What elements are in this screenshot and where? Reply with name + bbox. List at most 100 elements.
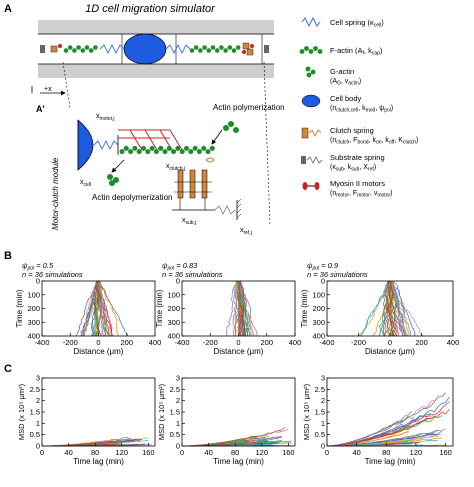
clutch-spring-icon bbox=[308, 129, 322, 138]
n-simulations-label: n = 36 simulations bbox=[22, 270, 83, 279]
g-actin-icon bbox=[305, 66, 311, 72]
f-actin-icon bbox=[308, 49, 314, 54]
x-axis-label: Time lag (min) bbox=[365, 457, 416, 466]
f-actin-bead bbox=[189, 48, 195, 53]
component-legend: Cell spring (κcell) F-actin (Af, kcap) G-a… bbox=[299, 16, 418, 199]
f-actin-bead bbox=[88, 48, 94, 53]
y-tick-label: 1 bbox=[176, 419, 180, 428]
x-tick-label: 40 bbox=[352, 448, 360, 457]
f-actin-bead bbox=[84, 45, 90, 50]
series-line bbox=[95, 280, 114, 337]
actin-polymerization-label: Actin polymerization bbox=[213, 103, 285, 112]
x-tick-label: 160 bbox=[439, 448, 452, 457]
cell-body-icon bbox=[301, 94, 321, 108]
f-actin-bead bbox=[214, 48, 220, 53]
series-line bbox=[385, 280, 391, 337]
motor-clutch-module-label: Motor-clutch module bbox=[51, 157, 60, 230]
cell-spring-icon bbox=[301, 16, 321, 28]
g-actin-icon bbox=[310, 69, 316, 75]
f-actin-bead bbox=[235, 45, 241, 50]
series-line bbox=[387, 281, 395, 337]
myosin-marker bbox=[250, 44, 254, 48]
series-line bbox=[326, 396, 450, 447]
chart-b1: -400 -200 0 200 400 0 100 200 300 400 ψpol = 0.5n … bbox=[15, 261, 161, 356]
y-tick-label: 1.5 bbox=[30, 408, 40, 417]
plot-frame bbox=[41, 377, 156, 447]
y-tick-label: 1 bbox=[321, 419, 325, 428]
series-line bbox=[237, 280, 246, 337]
series-line bbox=[98, 280, 112, 337]
series-line bbox=[391, 280, 403, 337]
f-actin-bead bbox=[219, 45, 224, 50]
f-actin-bead bbox=[206, 48, 212, 53]
x-tick-label: -400 bbox=[319, 338, 334, 347]
y-tick-label: 1.5 bbox=[315, 408, 325, 417]
legend-cell-body-params: (nclutch,cell, kmod, ψpol) bbox=[330, 105, 393, 114]
x-tick-label: 0 bbox=[40, 448, 44, 457]
cell-spring-right bbox=[165, 43, 191, 55]
x-tick-label: 120 bbox=[256, 448, 269, 457]
y-tick-label: 3 bbox=[36, 374, 40, 383]
zoom-line-right bbox=[263, 61, 271, 226]
f-actin-bead bbox=[209, 145, 215, 151]
inset-g-actin-free bbox=[107, 121, 239, 186]
y-tick-label: 0 bbox=[321, 442, 325, 451]
y-tick-label: 300 bbox=[312, 318, 325, 327]
y-tick-label: 2 bbox=[176, 396, 180, 405]
y-tick-label: 100 bbox=[167, 290, 180, 299]
x-cell-label: xcell bbox=[80, 179, 91, 188]
series-line bbox=[95, 280, 99, 337]
x-axis-label: Distance (μm) bbox=[74, 347, 124, 356]
f-actin-bead bbox=[80, 48, 86, 53]
x-tick-label: 80 bbox=[91, 448, 99, 457]
myosin-motors-icon bbox=[314, 182, 320, 190]
g-actin-icon bbox=[306, 72, 312, 78]
inset-substrate-spring bbox=[214, 205, 236, 215]
f-actin-bead bbox=[201, 145, 207, 151]
migration-channel bbox=[38, 20, 274, 78]
f-actin-bead bbox=[175, 145, 181, 151]
y-tick-label: 0.5 bbox=[30, 430, 40, 439]
x-tick-label: 400 bbox=[149, 338, 162, 347]
y-axis-label: MSD (x 10⁵ μm²) bbox=[302, 383, 311, 440]
y-tick-label: 0 bbox=[36, 442, 40, 451]
series-line bbox=[326, 430, 443, 447]
y-tick-label: 300 bbox=[167, 318, 180, 327]
series-line bbox=[382, 280, 391, 337]
f-actin-bead bbox=[141, 145, 146, 151]
f-actin-bead bbox=[223, 48, 228, 53]
legend-myosin-motors-params: (nmotor, Fmotor, vmotor) bbox=[330, 190, 392, 199]
f-actin-bead bbox=[179, 149, 185, 155]
series-line bbox=[326, 410, 413, 447]
f-actin-bead bbox=[196, 149, 202, 155]
legend-g-actin-params: (AG, vactin) bbox=[330, 78, 361, 87]
psi-label: ψpol = 0.9 bbox=[307, 261, 339, 272]
x-tick-label: -400 bbox=[174, 338, 189, 347]
f-actin-bead bbox=[128, 149, 134, 155]
y-axis-label: MSD (x 10⁵ μm²) bbox=[17, 383, 26, 440]
x-axis-label: Time lag (min) bbox=[73, 457, 124, 466]
legend-cell-spring-label: Cell spring (κcell) bbox=[330, 18, 384, 29]
panel-b-letter: B bbox=[4, 250, 12, 262]
f-actin-bead bbox=[210, 45, 216, 50]
inset-clutch-springs bbox=[172, 157, 215, 211]
y-tick-label: 2.5 bbox=[315, 385, 325, 394]
chart-b2: -400 -200 0 200 400 0 100 200 300 400 ψpol = 0.83n… bbox=[155, 261, 301, 356]
series-line bbox=[96, 280, 107, 337]
panel-c-letter: C bbox=[4, 363, 12, 375]
series-line bbox=[238, 280, 245, 337]
x-tick-label: 40 bbox=[64, 448, 72, 457]
substrate-block-left bbox=[40, 45, 45, 53]
series-line bbox=[234, 280, 241, 337]
f-actin-bead bbox=[202, 45, 207, 50]
series-line bbox=[94, 280, 100, 336]
x-tick-label: 200 bbox=[415, 338, 428, 347]
y-tick-label: 2 bbox=[36, 396, 40, 405]
myosin-motors-icon bbox=[302, 182, 308, 190]
n-simulations-label: n = 36 simulations bbox=[162, 270, 223, 279]
series-line bbox=[225, 280, 238, 337]
y-tick-label: 100 bbox=[27, 290, 40, 299]
x-tick-label: 120 bbox=[116, 448, 129, 457]
